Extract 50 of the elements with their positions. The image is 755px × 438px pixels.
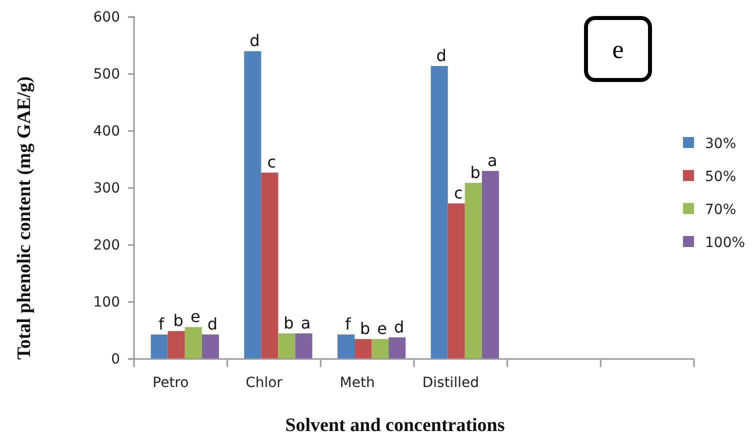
bar: [388, 337, 406, 359]
legend-label: 50%: [705, 169, 736, 185]
y-tick-label: 600: [93, 9, 120, 26]
bar: [150, 334, 168, 359]
data-label: e: [190, 307, 200, 326]
data-label: d: [250, 31, 260, 50]
y-tick-label: 300: [93, 180, 120, 196]
data-label: e: [377, 319, 387, 338]
y-tick-label: 0: [111, 351, 120, 368]
data-label: b: [360, 319, 370, 338]
x-tick-label: Distilled: [422, 374, 479, 391]
x-tick-label: Petro: [152, 374, 189, 391]
x-axis-title: Solvent and concentrations: [285, 415, 505, 436]
data-label: d: [394, 317, 404, 336]
data-label: f: [345, 314, 352, 334]
y-tick-label: 200: [93, 237, 120, 254]
y-tick-label: 400: [93, 123, 120, 140]
bar: [202, 334, 219, 359]
bar: [482, 170, 499, 359]
bar: [261, 172, 278, 359]
data-label: a: [300, 313, 311, 332]
bar: [430, 66, 448, 359]
y-axis-title: Total phenolic content (mg GAE/g): [14, 76, 35, 360]
bar: [244, 51, 262, 359]
data-label: b: [284, 313, 294, 332]
bar: [354, 339, 372, 359]
legend-label: 70%: [705, 202, 736, 218]
bar: [337, 334, 354, 359]
data-label: d: [436, 46, 446, 66]
y-tick-label: 100: [93, 294, 120, 310]
annotation: e: [612, 35, 624, 64]
bar: [168, 331, 185, 359]
data-label: a: [488, 150, 498, 170]
bar: [448, 203, 465, 359]
bar: [372, 339, 389, 359]
y-tick-label: 500: [93, 66, 120, 82]
bar: [184, 327, 202, 359]
legend-label: 100%: [705, 235, 746, 251]
data-label: f: [158, 314, 164, 334]
data-label: c: [267, 152, 276, 172]
data-label: b: [173, 311, 184, 330]
data-label: d: [207, 314, 218, 334]
bar: [464, 182, 482, 359]
x-tick-label: Chlor: [246, 374, 283, 391]
bar: [278, 333, 296, 359]
data-label: c: [454, 183, 463, 202]
x-tick-label: Meth: [340, 374, 375, 391]
data-label: b: [470, 162, 480, 182]
bar: [295, 333, 312, 359]
legend-label: 30%: [705, 136, 736, 152]
